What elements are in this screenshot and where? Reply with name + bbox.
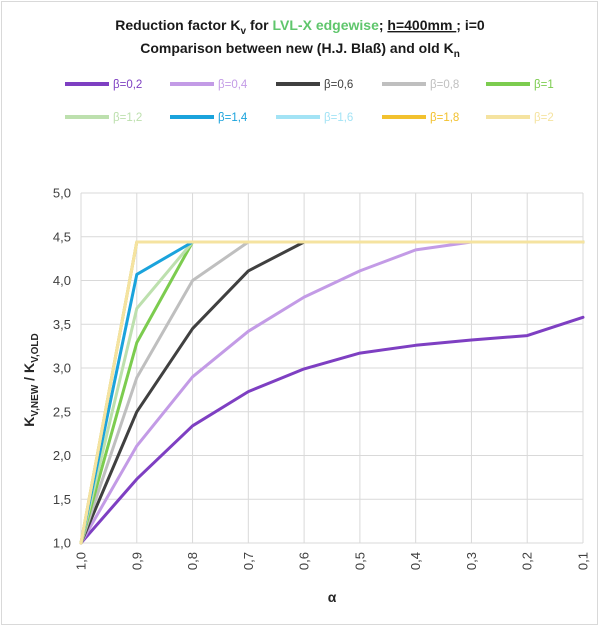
- y-tick-label: 4,5: [53, 229, 71, 244]
- x-axis-ticks: 1,0 0,9 0,8 0,7 0,6 0,5 0,4 0,3 0,2 0,1: [74, 552, 591, 570]
- series-line: [79, 240, 585, 545]
- legend-label: β=1: [534, 79, 554, 91]
- legend-label: β=1,4: [218, 112, 248, 124]
- y-tick-label: 1,5: [53, 492, 71, 507]
- x-tick-label: 0,5: [352, 552, 367, 570]
- series-lines: [79, 240, 585, 545]
- series-line: [79, 315, 585, 545]
- x-tick-label: 0,8: [185, 552, 200, 570]
- title-material: LVL-X edgewise: [273, 17, 380, 33]
- chart-title-line-2: Comparison between new (H.J. Blaß) and o…: [140, 40, 460, 60]
- legend-label: β=1,2: [113, 112, 142, 124]
- series-line: [79, 240, 585, 545]
- legend-label: β=0,8: [430, 79, 459, 91]
- title-rest: ; i=0: [456, 17, 485, 33]
- y-axis-title-sub1: V,NEW: [30, 384, 41, 416]
- x-tick-label: 1,0: [74, 552, 89, 570]
- x-tick-label: 0,6: [297, 552, 312, 570]
- legend-label: β=0,2: [113, 79, 142, 91]
- y-tick-label: 3,0: [53, 361, 71, 376]
- x-tick-label: 0,9: [129, 552, 144, 570]
- y-tick-label: 2,0: [53, 448, 71, 463]
- title-height: h=400mm: [387, 17, 456, 33]
- y-tick-label: 1,0: [53, 536, 71, 551]
- x-axis-title: α: [328, 589, 337, 605]
- x-tick-label: 0,2: [520, 552, 535, 570]
- y-tick-label: 2,5: [53, 404, 71, 419]
- y-axis-ticks: 1,0 1,5 2,0 2,5 3,0 3,5 4,0 4,5 5,0: [53, 186, 71, 551]
- legend-label: β=1,8: [430, 112, 459, 124]
- chart-title-line-1: Reduction factor Kv for LVL-X edgewise ; …: [115, 17, 485, 37]
- legend: β=0,2 β=0,4 β=0,6 β=0,8 β=1 β=1,2 β=1,4 β=1,6 β=…: [65, 79, 554, 124]
- title-prefix-subscript: v: [241, 26, 247, 37]
- title-line-2-subscript: n: [454, 49, 460, 60]
- y-tick-label: 3,5: [53, 317, 71, 332]
- legend-label: β=0,4: [218, 79, 248, 91]
- x-tick-label: 0,3: [464, 552, 479, 570]
- y-axis-title-sub2: V,OLD: [30, 333, 41, 363]
- y-axis-title-k1: K: [21, 417, 37, 427]
- y-axis-title-k2: K: [21, 363, 37, 373]
- y-axis-title: KV,NEW / KV,OLD: [21, 333, 41, 426]
- x-tick-label: 0,7: [241, 552, 256, 570]
- y-tick-label: 4,0: [53, 273, 71, 288]
- legend-label: β=2: [534, 112, 554, 124]
- y-axis-title-slash: /: [21, 373, 37, 385]
- title-line-2-text: Comparison between new (H.J. Blaß) and o…: [140, 40, 453, 56]
- legend-label: β=0,6: [324, 79, 353, 91]
- title-for: for: [246, 17, 272, 33]
- legend-label: β=1,6: [324, 112, 353, 124]
- x-tick-label: 0,1: [576, 552, 591, 570]
- y-tick-label: 5,0: [53, 186, 71, 201]
- x-tick-label: 0,4: [408, 552, 423, 570]
- grid: [80, 192, 584, 544]
- title-separator: ;: [379, 17, 388, 33]
- title-prefix: Reduction factor K: [115, 17, 240, 33]
